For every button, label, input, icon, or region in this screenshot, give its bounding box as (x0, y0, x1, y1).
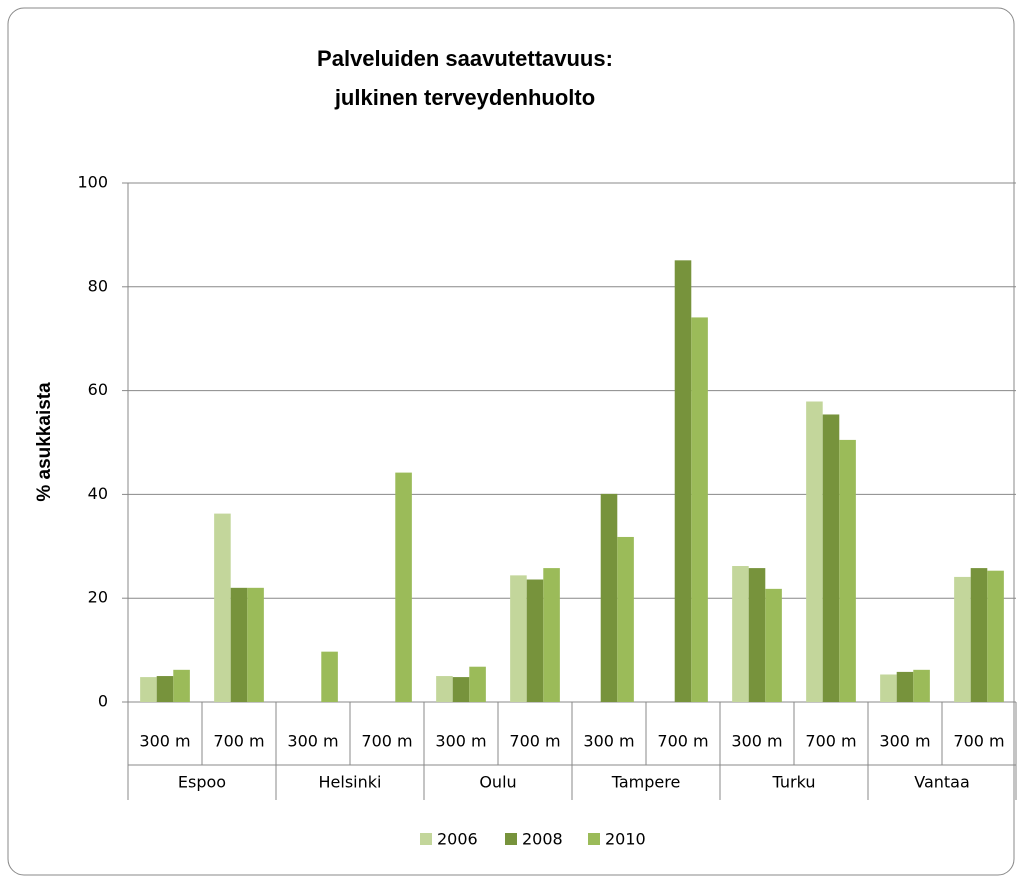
y-tick-label: 80 (88, 276, 108, 295)
bar (156, 676, 174, 702)
bar (247, 587, 264, 702)
bar (822, 414, 840, 702)
legend-swatch (505, 833, 517, 845)
bar (970, 568, 988, 702)
group-label: Helsinki (319, 773, 382, 792)
chart-title: Palveluiden saavutettavuus: (317, 46, 613, 71)
chart-title: julkinen terveydenhuolto (334, 85, 595, 110)
bar (748, 568, 766, 702)
bar (469, 666, 486, 702)
x-tick-label: 300 m (731, 732, 782, 751)
bar (987, 570, 1004, 702)
x-tick-label: 700 m (213, 732, 264, 751)
bar (806, 401, 823, 702)
legend-label: 2006 (437, 830, 478, 849)
bar (732, 566, 749, 702)
x-tick-label: 700 m (509, 732, 560, 751)
bar (839, 439, 856, 702)
bar (880, 674, 897, 702)
y-tick-label: 60 (88, 380, 108, 399)
legend-swatch (588, 833, 600, 845)
group-label: Vantaa (914, 773, 970, 792)
y-tick-label: 20 (88, 588, 108, 607)
bar (140, 677, 157, 702)
bar (691, 317, 708, 702)
x-tick-label: 300 m (583, 732, 634, 751)
bar (896, 671, 914, 702)
bar (600, 493, 618, 702)
bar (436, 676, 453, 702)
bar (173, 669, 190, 702)
bar (617, 536, 634, 702)
x-tick-label: 300 m (435, 732, 486, 751)
group-label: Turku (772, 773, 816, 792)
bar (954, 576, 971, 702)
group-label: Tampere (611, 773, 681, 792)
legend-label: 2010 (605, 830, 646, 849)
bar (395, 472, 412, 702)
y-axis-label: % asukkaista (34, 382, 55, 502)
x-tick-label: 700 m (657, 732, 708, 751)
bar (230, 587, 248, 702)
bar (526, 579, 544, 702)
bar (765, 588, 782, 702)
bar (321, 651, 338, 702)
group-label: Espoo (178, 773, 226, 792)
x-tick-label: 700 m (953, 732, 1004, 751)
group-label: Oulu (479, 773, 516, 792)
bar (674, 260, 692, 702)
bar (214, 513, 231, 702)
bar (510, 575, 527, 702)
x-tick-label: 300 m (287, 732, 338, 751)
x-tick-label: 700 m (805, 732, 856, 751)
y-tick-label: 40 (88, 484, 108, 503)
bar (913, 669, 930, 702)
bar (543, 568, 560, 702)
legend-label: 2008 (522, 830, 563, 849)
y-tick-label: 100 (77, 173, 108, 192)
x-tick-label: 300 m (879, 732, 930, 751)
x-tick-label: 700 m (361, 732, 412, 751)
y-tick-label: 0 (98, 692, 108, 711)
legend-swatch (420, 833, 432, 845)
x-tick-label: 300 m (139, 732, 190, 751)
bar (452, 677, 470, 702)
